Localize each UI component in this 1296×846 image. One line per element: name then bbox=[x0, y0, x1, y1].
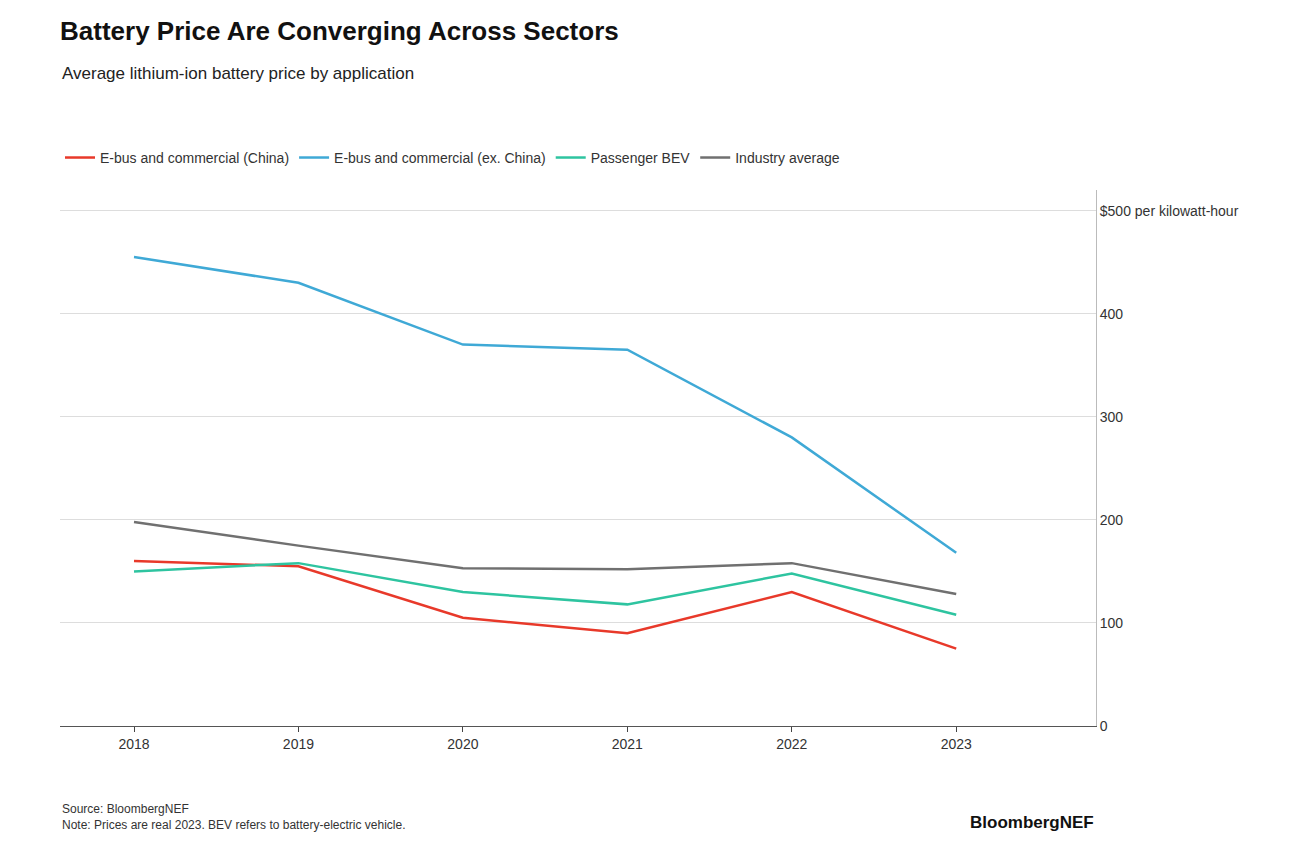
svg-text:100: 100 bbox=[1100, 615, 1124, 631]
svg-text:Average lithium-ion battery pr: Average lithium-ion battery price by app… bbox=[62, 64, 414, 83]
svg-text:$500 per kilowatt-hour: $500 per kilowatt-hour bbox=[1100, 203, 1239, 219]
svg-text:2021: 2021 bbox=[612, 736, 643, 752]
svg-text:2022: 2022 bbox=[776, 736, 807, 752]
svg-text:2023: 2023 bbox=[941, 736, 972, 752]
svg-text:300: 300 bbox=[1100, 409, 1124, 425]
svg-text:E-bus and commercial (ex. Chin: E-bus and commercial (ex. China) bbox=[334, 150, 546, 166]
svg-text:200: 200 bbox=[1100, 512, 1124, 528]
svg-text:Passenger BEV: Passenger BEV bbox=[591, 150, 690, 166]
svg-text:2018: 2018 bbox=[118, 736, 149, 752]
svg-text:400: 400 bbox=[1100, 306, 1124, 322]
svg-text:2019: 2019 bbox=[283, 736, 314, 752]
svg-text:0: 0 bbox=[1100, 718, 1108, 734]
svg-text:Source: BloombergNEFNote: Pric: Source: BloombergNEFNote: Prices are rea… bbox=[62, 802, 405, 832]
svg-text:Battery Price Are Converging A: Battery Price Are Converging Across Sect… bbox=[60, 16, 619, 46]
svg-text:BloombergNEF: BloombergNEF bbox=[970, 813, 1094, 832]
svg-text:E-bus and commercial (China): E-bus and commercial (China) bbox=[100, 150, 289, 166]
svg-text:2020: 2020 bbox=[447, 736, 478, 752]
svg-text:Industry average: Industry average bbox=[735, 150, 839, 166]
